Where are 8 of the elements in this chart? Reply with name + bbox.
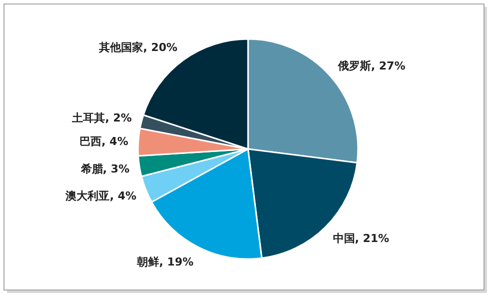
slice-label: 澳大利亚, 4% <box>64 189 136 202</box>
slice-label: 土耳其, 2% <box>71 112 132 125</box>
slice-label: 俄罗斯, 27% <box>337 60 406 73</box>
slice-label: 中国, 21% <box>332 232 390 246</box>
slice-label: 朝鲜, 19% <box>136 255 194 268</box>
slice-label: 其他国家, 20% <box>98 41 178 54</box>
slice-label: 希腊, 3% <box>80 162 130 176</box>
slice-label: 巴西, 4% <box>80 135 128 148</box>
